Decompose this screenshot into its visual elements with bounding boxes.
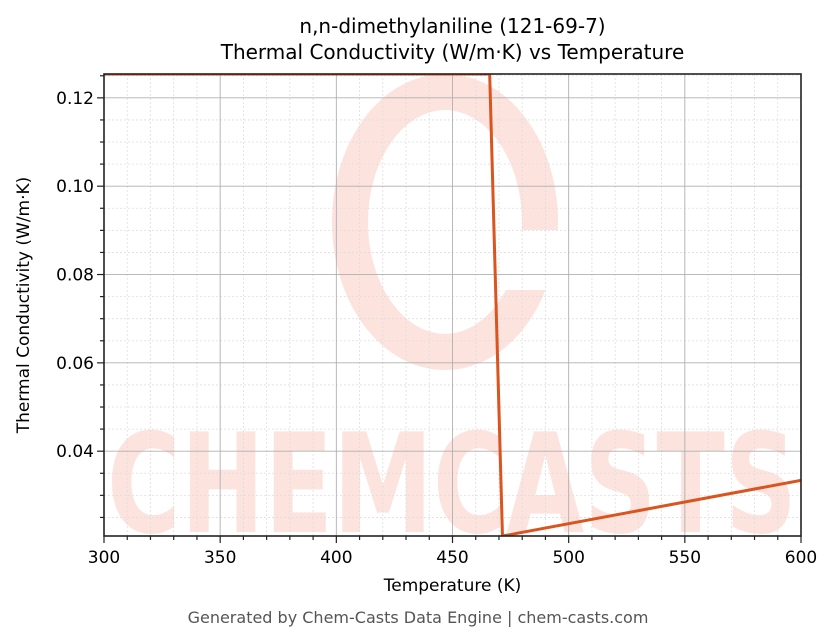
data-series [104,74,801,536]
chart-subtitle: Thermal Conductivity (W/m·K) vs Temperat… [220,40,685,64]
svg-text:350: 350 [204,548,236,568]
watermark-logo: CHEMCASTS [107,74,797,565]
svg-text:550: 550 [669,548,701,568]
svg-text:500: 500 [552,548,584,568]
chart-title: n,n-dimethylaniline (121-69-7) [299,14,606,38]
svg-text:450: 450 [436,548,468,568]
svg-text:0.04: 0.04 [56,442,94,462]
svg-text:0.06: 0.06 [56,354,94,374]
svg-text:600: 600 [785,548,817,568]
footer-credit: Generated by Chem-Casts Data Engine | ch… [187,608,649,627]
axes: 300 350 400 450 500 550 600 0.04 0.06 0.08 0.10 0.1… [56,73,817,568]
svg-text:0.08: 0.08 [56,266,94,286]
svg-text:0.12: 0.12 [56,89,94,109]
svg-text:400: 400 [320,548,352,568]
y-axis-label: Thermal Conductivity (W/m·K) [14,176,34,434]
svg-text:0.10: 0.10 [56,177,94,197]
x-axis-label: Temperature (K) [383,576,522,596]
svg-text:300: 300 [88,548,120,568]
